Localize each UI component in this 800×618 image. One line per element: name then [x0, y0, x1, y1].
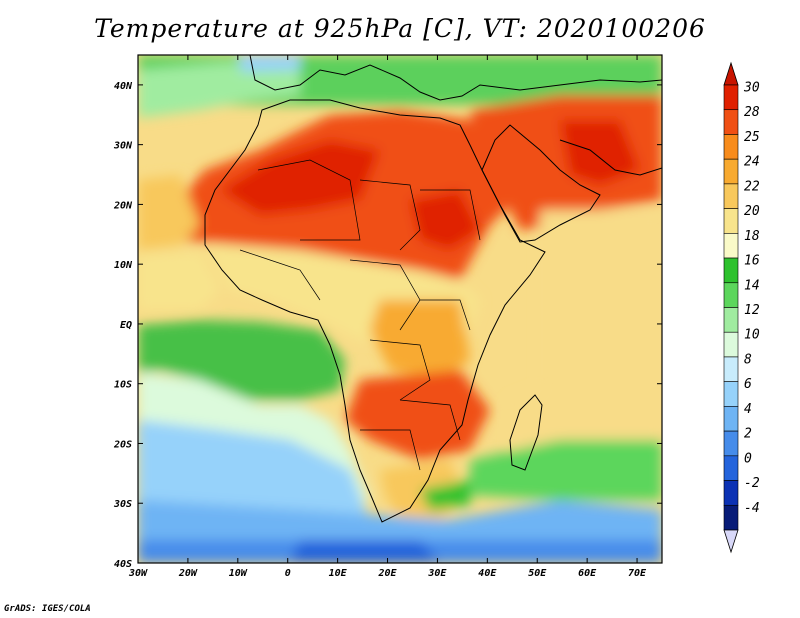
colorbar-segment: [723, 331, 739, 358]
colorbar-label: 25: [744, 130, 760, 145]
lon-label: 10E: [329, 568, 348, 579]
lon-label: 20W: [178, 568, 198, 579]
longitude-labels: 30W 20W 10W 0 10E 20E 30E 40E 50E 60E 70E: [128, 568, 647, 579]
lat-label: 10N: [114, 260, 133, 271]
temperature-field: [138, 55, 662, 563]
map-title: Temperature at 925hPa [C], VT: 202010020…: [94, 14, 706, 43]
lon-label: 50E: [528, 568, 547, 579]
colorbar-label: 14: [744, 278, 760, 293]
colorbar-segment: [723, 455, 739, 481]
plot-frame: [137, 54, 663, 564]
zone-equatorial-atlantic: [138, 320, 345, 400]
colorbar-segment: [723, 183, 739, 209]
zone-indian-ocean-warm: [540, 210, 662, 390]
colorbar-segment: [723, 208, 739, 234]
colorbar-segment: [723, 504, 739, 531]
colorbar-segment: [723, 257, 739, 284]
lat-label: 30S: [113, 499, 132, 510]
lat-label: 20S: [113, 439, 132, 450]
zone-south-atlantic-cool: [138, 420, 370, 530]
colorbar-label: 4: [744, 402, 752, 417]
colorbar-segment: [723, 480, 739, 506]
lat-label: 40S: [114, 559, 132, 570]
lat-label: EQ: [120, 320, 132, 331]
colorbar-label: 30: [743, 80, 760, 95]
africa-coastline: [204, 99, 546, 523]
lon-label: 40E: [478, 568, 497, 579]
colorbar-segment: [723, 134, 739, 160]
colorbar-segment: [723, 356, 739, 382]
colorbar-segment: [723, 307, 739, 333]
lon-label: 0: [285, 568, 291, 579]
lat-label: 20N: [113, 200, 133, 211]
arabia-coastline: [481, 124, 601, 243]
lat-label: 10S: [114, 380, 132, 391]
lat-label: 40N: [114, 81, 133, 92]
colorbar-label: 10: [744, 328, 760, 343]
colorbar-label: -4: [744, 501, 760, 516]
country-borders: [239, 159, 481, 471]
colorbar-label: 28: [744, 105, 760, 120]
colorbar-label: 8: [744, 352, 752, 367]
colorbar-top-arrow: [723, 61, 739, 86]
lon-label: 10W: [229, 568, 248, 579]
colorbar-label: 16: [744, 254, 760, 269]
colorbar-segment: [723, 406, 739, 432]
colorbar-label: 20: [744, 204, 760, 219]
latitude-labels: 40N 30N 20N 10N EQ 10S 20S 30S 40S: [113, 81, 133, 570]
colorbar-segment: [723, 109, 739, 135]
lon-label: 70E: [628, 568, 647, 579]
colorbar-segment: [723, 84, 739, 111]
colorbar-label: 2: [744, 427, 752, 442]
credit-text: GrADS: IGES/COLA: [4, 604, 91, 614]
colorbar-segment: [723, 282, 739, 308]
colorbar-label: -2: [744, 476, 760, 491]
colorbar-label: 0: [744, 451, 752, 466]
colorbar-segment: [723, 381, 739, 407]
europe-coastline: [249, 55, 662, 101]
lon-label: 60E: [578, 568, 597, 579]
colorbar-segment: [723, 430, 739, 457]
madagascar-coastline: [509, 394, 543, 471]
colorbar-label: 22: [744, 179, 760, 194]
lon-label: 30W: [128, 568, 148, 579]
colorbar-label: 18: [744, 229, 760, 244]
colorbar-label: 6: [744, 377, 752, 392]
lon-label: 20E: [377, 568, 397, 579]
lon-label: 30E: [427, 568, 447, 579]
lat-label: 30N: [113, 141, 133, 152]
colorbar-label: 24: [744, 155, 760, 170]
colorbar-segment: [723, 158, 739, 185]
colorbar-segment: [723, 233, 739, 259]
colorbar-bottom-arrow: [723, 529, 739, 554]
colorbar-label: 12: [744, 303, 760, 318]
